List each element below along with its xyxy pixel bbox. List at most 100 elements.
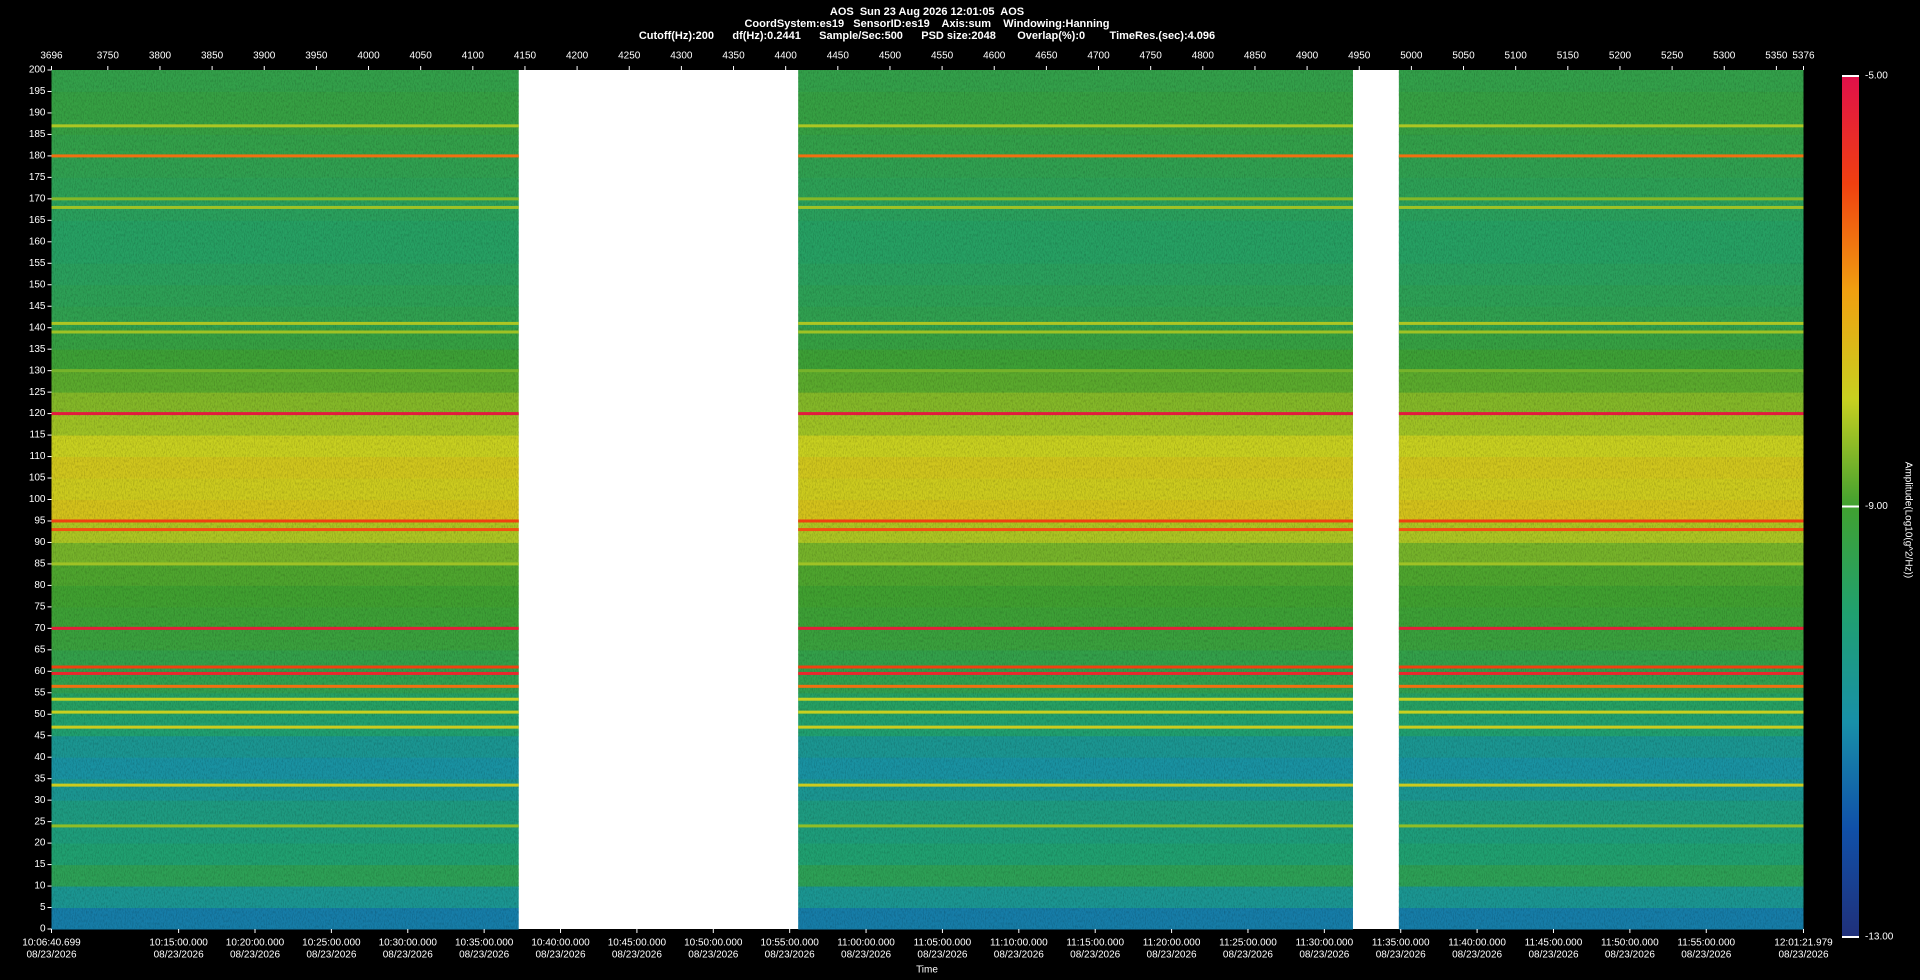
spectral-line xyxy=(51,519,519,523)
y-tick-label: 165 xyxy=(29,215,46,226)
spectral-line xyxy=(798,124,1353,128)
spectral-line xyxy=(1398,205,1804,209)
x-time-tick-date: 08/23/2026 xyxy=(765,950,815,961)
y-tick-label: 190 xyxy=(29,108,46,119)
x-time-tick-date: 08/23/2026 xyxy=(1223,950,1273,961)
spectral-line xyxy=(798,330,1353,334)
spectral-line xyxy=(798,369,1353,373)
spectral-line xyxy=(1398,697,1804,701)
x-time-tick-date: 08/23/2026 xyxy=(1376,950,1426,961)
spectral-line xyxy=(1398,412,1804,416)
y-tick-label: 10 xyxy=(34,881,46,892)
x-time-tick-date: 08/23/2026 xyxy=(26,950,76,961)
x-time-tick-label: 11:00:00.000 xyxy=(837,938,895,949)
x-top-tick-label: 5250 xyxy=(1661,51,1684,62)
x-top-tick-label: 4200 xyxy=(566,51,589,62)
spectral-line xyxy=(1398,665,1804,669)
x-top-tick-label: 4150 xyxy=(514,51,537,62)
spectral-line xyxy=(798,321,1353,325)
plot-area xyxy=(51,70,1804,930)
x-axis-label: Time xyxy=(916,965,938,976)
x-time-tick-label: 11:10:00.000 xyxy=(990,938,1048,949)
x-time-tick-date: 08/23/2026 xyxy=(1605,950,1655,961)
spectral-line xyxy=(798,519,1353,523)
spectral-line xyxy=(1398,528,1804,532)
x-top-tick-label: 4950 xyxy=(1348,51,1371,62)
spectral-line xyxy=(798,684,1353,688)
y-tick-label: 85 xyxy=(34,559,46,570)
x-top-tick-label: 3850 xyxy=(201,51,224,62)
x-time-tick-date: 08/23/2026 xyxy=(1147,950,1197,961)
spectral-line xyxy=(1398,154,1804,158)
x-time-tick-label: 10:20:00.000 xyxy=(226,938,285,949)
spectral-line xyxy=(1398,725,1804,729)
x-top-tick-label: 4450 xyxy=(827,51,850,62)
y-tick-label: 145 xyxy=(29,301,46,312)
x-top-tick-label: 5000 xyxy=(1400,51,1423,62)
spectral-line xyxy=(1398,124,1804,128)
spectral-line xyxy=(51,684,519,688)
spectral-line xyxy=(51,562,519,566)
y-tick-label: 175 xyxy=(29,172,46,183)
x-top-tick-label: 5350 xyxy=(1765,51,1788,62)
x-top-tick-label: 4850 xyxy=(1244,51,1267,62)
x-top-tick-label: 4750 xyxy=(1140,51,1163,62)
spectral-line xyxy=(798,626,1353,630)
spectral-line xyxy=(51,725,519,729)
x-top-tick-label: 5376 xyxy=(1792,51,1815,62)
x-top-tick-label: 4600 xyxy=(983,51,1006,62)
x-time-tick-label: 10:40:00.000 xyxy=(531,938,590,949)
x-time-tick-date: 08/23/2026 xyxy=(612,950,662,961)
y-tick-label: 60 xyxy=(34,666,46,677)
y-tick-label: 160 xyxy=(29,236,46,247)
spectral-line xyxy=(1398,369,1804,373)
x-time-tick-label: 11:05:00.000 xyxy=(914,938,972,949)
x-time-tick-date: 08/23/2026 xyxy=(306,950,356,961)
y-tick-label: 25 xyxy=(34,816,46,827)
x-time-tick-date: 08/23/2026 xyxy=(383,950,433,961)
spectral-line xyxy=(1398,519,1804,523)
x-time-tick-date: 08/23/2026 xyxy=(1778,950,1828,961)
x-time-tick-date: 08/23/2026 xyxy=(994,950,1044,961)
y-tick-label: 40 xyxy=(34,752,46,763)
x-time-tick-label: 11:50:00.000 xyxy=(1601,938,1659,949)
x-time-tick-label: 11:45:00.000 xyxy=(1525,938,1583,949)
y-tick-label: 30 xyxy=(34,795,46,806)
x-top-tick-label: 4000 xyxy=(357,51,380,62)
x-top-tick-label: 4050 xyxy=(410,51,433,62)
spectral-line xyxy=(51,330,519,334)
x-time-tick-date: 08/23/2026 xyxy=(1528,950,1578,961)
x-top-tick-label: 3800 xyxy=(149,51,172,62)
spectral-line xyxy=(51,528,519,532)
y-tick-label: 65 xyxy=(34,644,46,655)
x-top-tick-label: 3750 xyxy=(97,51,120,62)
x-top-tick-label: 5150 xyxy=(1557,51,1580,62)
y-tick-label: 95 xyxy=(34,516,46,527)
x-top-tick-label: 4100 xyxy=(462,51,485,62)
spectral-line xyxy=(798,783,1353,787)
y-tick-label: 110 xyxy=(30,451,46,462)
x-time-tick-label: 10:25:00.000 xyxy=(302,938,361,949)
colorbar-label: Amplitude(Log10(g^2/Hz)) xyxy=(1902,462,1913,578)
y-tick-label: 0 xyxy=(40,924,46,935)
x-time-tick-label: 11:30:00.000 xyxy=(1296,938,1354,949)
x-top-tick-label: 4400 xyxy=(775,51,798,62)
y-tick-label: 5 xyxy=(40,902,46,913)
spectral-line xyxy=(798,205,1353,209)
spectral-line xyxy=(51,205,519,209)
x-time-tick-label: 11:25:00.000 xyxy=(1219,938,1277,949)
y-tick-label: 140 xyxy=(29,322,46,333)
spectral-line xyxy=(798,562,1353,566)
x-time-tick-label: 10:15:00.000 xyxy=(149,938,208,949)
spectral-line xyxy=(51,124,519,128)
y-tick-label: 200 xyxy=(29,65,46,76)
spectral-line xyxy=(798,725,1353,729)
spectral-line xyxy=(51,671,519,675)
x-top-tick-label: 3950 xyxy=(305,51,328,62)
spectral-line xyxy=(1398,710,1804,714)
y-tick-label: 180 xyxy=(29,151,46,162)
header-line: AOS Sun 23 Aug 2026 12:01:05 AOS xyxy=(830,6,1024,18)
spectral-line xyxy=(1398,824,1804,828)
spectral-line xyxy=(51,154,519,158)
x-time-tick-label: 11:15:00.000 xyxy=(1066,938,1124,949)
